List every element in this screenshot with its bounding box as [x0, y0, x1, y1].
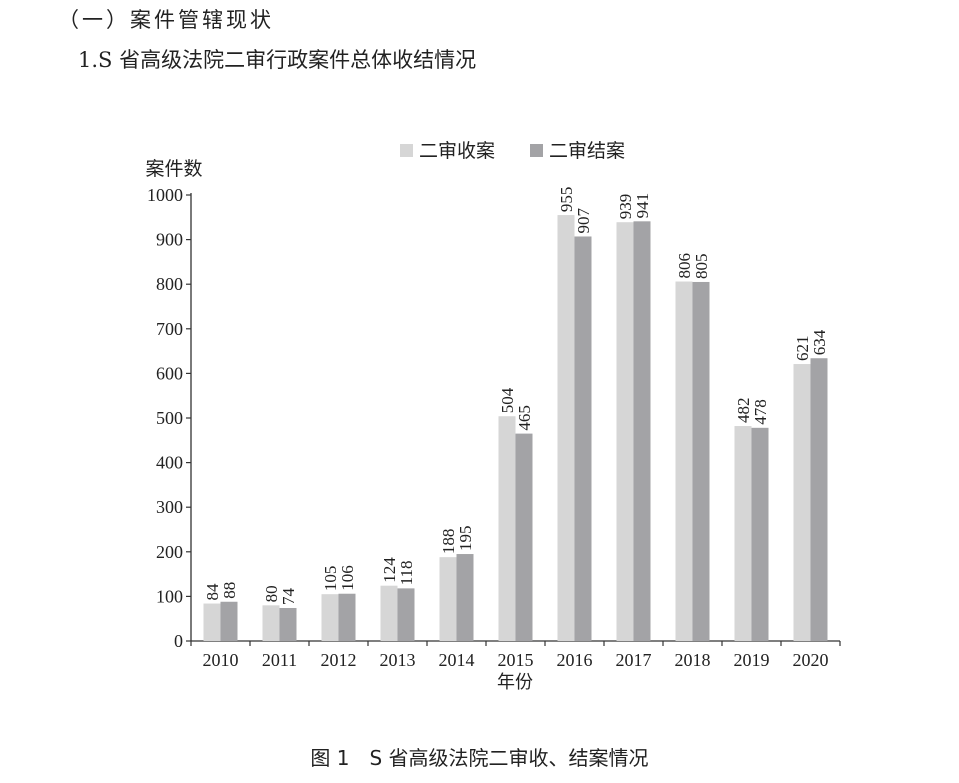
data-label: 939 — [616, 194, 635, 220]
y-tick-label: 900 — [156, 230, 183, 250]
bar-received — [321, 594, 339, 641]
legend-label: 二审收案 — [419, 140, 495, 162]
y-tick-label: 800 — [156, 274, 183, 294]
x-tick-label: 2016 — [557, 650, 593, 670]
data-label: 806 — [675, 253, 694, 279]
bar-closed — [751, 427, 769, 641]
bar-received — [439, 557, 457, 641]
bar-received — [616, 222, 634, 641]
bar-received — [557, 215, 575, 641]
data-label: 80 — [262, 585, 281, 602]
bar-received — [793, 364, 811, 641]
data-label: 621 — [793, 336, 812, 362]
data-label: 105 — [321, 566, 340, 592]
bar-closed — [633, 221, 651, 641]
bar-received — [262, 605, 280, 641]
y-axis: 0 100 200 300 400 500 600 700 800 900 1000 — [147, 185, 192, 651]
x-tick-label: 2017 — [616, 650, 652, 670]
bar-closed — [220, 601, 238, 641]
x-axis: 2010 2011 2012 2013 2014 2015 2016 2017 2018 2019… — [190, 640, 841, 670]
bar-received — [203, 603, 221, 641]
y-tick-label: 100 — [156, 586, 183, 606]
data-label: 118 — [397, 560, 416, 585]
data-label: 188 — [439, 529, 458, 555]
y-tick-label: 400 — [156, 453, 183, 473]
bar-received — [734, 426, 752, 641]
y-axis-label: 案件数 — [145, 158, 202, 180]
data-label: 106 — [338, 565, 357, 591]
bar-chart: 二审收案 二审结案 案件数 0 100 200 300 400 500 600 700 800 90… — [145, 140, 841, 692]
bar-closed — [397, 588, 415, 641]
subsection-heading: 1.S 省高级法院二审行政案件总体收结情况 — [78, 48, 477, 72]
y-tick-label: 200 — [156, 542, 183, 562]
legend-label: 二审结案 — [549, 140, 625, 162]
legend-swatch — [530, 144, 543, 157]
bar-closed — [338, 593, 356, 641]
y-tick-label: 1000 — [147, 185, 183, 205]
data-label: 84 — [203, 583, 222, 601]
x-tick-label: 2015 — [498, 650, 534, 670]
bar-received — [675, 281, 693, 641]
data-label: 88 — [220, 582, 239, 599]
bar-closed — [456, 554, 474, 641]
x-tick-label: 2014 — [439, 650, 475, 670]
x-tick-label: 2013 — [380, 650, 416, 670]
bar-received — [498, 416, 516, 641]
chart-legend: 二审收案 二审结案 — [400, 140, 625, 162]
x-tick-label: 2010 — [203, 650, 239, 670]
bar-closed — [810, 358, 828, 641]
figure-caption: 图 1 S 省高级法院二审收、结案情况 — [310, 746, 649, 770]
y-tick-label: 500 — [156, 408, 183, 428]
bar-closed — [692, 281, 710, 641]
data-label: 504 — [498, 387, 517, 413]
data-label: 195 — [456, 526, 475, 552]
data-label: 482 — [734, 398, 753, 424]
x-axis-label: 年份 — [497, 672, 533, 692]
section-heading: （一）案件管辖现状 — [58, 8, 274, 32]
data-label: 74 — [279, 587, 298, 605]
bar-closed — [515, 433, 533, 641]
data-label: 478 — [751, 399, 770, 425]
x-tick-label: 2018 — [675, 650, 711, 670]
bar-closed — [574, 236, 592, 641]
bar-received — [380, 585, 398, 641]
x-tick-label: 2012 — [321, 650, 357, 670]
legend-swatch — [400, 144, 413, 157]
data-label: 955 — [557, 187, 576, 213]
bars — [203, 215, 828, 641]
data-label: 941 — [633, 193, 652, 219]
x-tick-label: 2020 — [793, 650, 829, 670]
x-tick-label: 2011 — [262, 650, 297, 670]
data-labels: 84 80 105 124 188 504 955 939 806 482 621 88 74 106 11… — [203, 187, 829, 605]
y-tick-label: 300 — [156, 497, 183, 517]
x-tick-label: 2019 — [734, 650, 770, 670]
data-label: 465 — [515, 405, 534, 431]
y-tick-label: 600 — [156, 363, 183, 383]
data-label: 634 — [810, 329, 829, 355]
bar-closed — [279, 607, 297, 641]
data-label: 805 — [692, 253, 711, 279]
y-tick-label: 700 — [156, 319, 183, 339]
y-tick-label: 0 — [174, 631, 183, 651]
data-label: 124 — [380, 557, 399, 583]
data-label: 907 — [574, 207, 593, 233]
